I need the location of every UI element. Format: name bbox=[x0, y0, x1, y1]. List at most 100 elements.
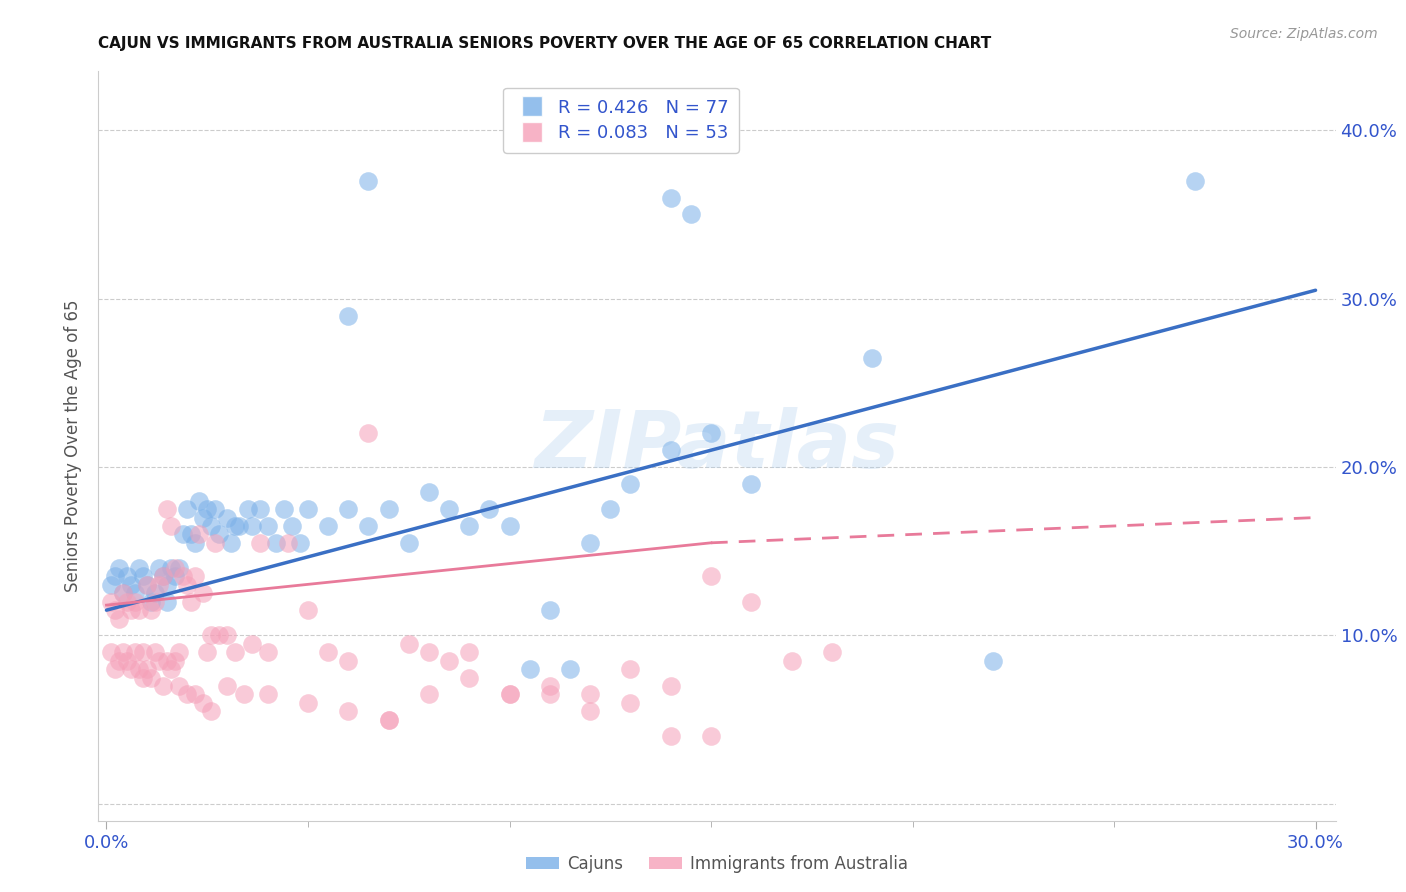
Point bbox=[200, 704, 222, 718]
Point bbox=[195, 502, 218, 516]
Point bbox=[337, 309, 360, 323]
Point bbox=[659, 443, 682, 458]
Point bbox=[156, 502, 179, 516]
Point bbox=[398, 536, 420, 550]
Point bbox=[236, 502, 259, 516]
Point bbox=[139, 603, 162, 617]
Point bbox=[120, 662, 142, 676]
Point bbox=[700, 569, 723, 583]
Point bbox=[437, 654, 460, 668]
Point bbox=[124, 586, 146, 600]
Point bbox=[200, 628, 222, 642]
Point bbox=[217, 679, 239, 693]
Point bbox=[111, 586, 134, 600]
Point bbox=[357, 426, 380, 441]
Point bbox=[184, 569, 207, 583]
Point bbox=[188, 493, 211, 508]
Point bbox=[316, 519, 339, 533]
Point bbox=[860, 351, 883, 365]
Point bbox=[519, 662, 541, 676]
Point bbox=[180, 595, 202, 609]
Point bbox=[128, 561, 150, 575]
Point bbox=[208, 527, 231, 541]
Point bbox=[458, 671, 481, 685]
Point bbox=[176, 687, 198, 701]
Point bbox=[256, 645, 278, 659]
Point bbox=[152, 569, 174, 583]
Text: Source: ZipAtlas.com: Source: ZipAtlas.com bbox=[1230, 27, 1378, 41]
Point bbox=[498, 687, 520, 701]
Point bbox=[115, 595, 138, 609]
Point bbox=[316, 645, 339, 659]
Point bbox=[135, 578, 157, 592]
Point bbox=[458, 519, 481, 533]
Point bbox=[679, 207, 702, 221]
Point bbox=[1184, 174, 1206, 188]
Point bbox=[240, 519, 263, 533]
Point bbox=[232, 687, 254, 701]
Point bbox=[659, 191, 682, 205]
Point bbox=[111, 645, 134, 659]
Point bbox=[124, 645, 146, 659]
Point bbox=[103, 603, 125, 617]
Point bbox=[167, 679, 190, 693]
Point bbox=[249, 536, 271, 550]
Point bbox=[659, 730, 682, 744]
Point bbox=[357, 174, 380, 188]
Point bbox=[172, 569, 194, 583]
Point bbox=[458, 645, 481, 659]
Point bbox=[132, 671, 155, 685]
Point bbox=[167, 645, 190, 659]
Point bbox=[418, 645, 440, 659]
Point bbox=[167, 561, 190, 575]
Point bbox=[115, 654, 138, 668]
Point bbox=[193, 510, 215, 524]
Point bbox=[418, 485, 440, 500]
Point bbox=[107, 611, 129, 625]
Point bbox=[228, 519, 250, 533]
Point bbox=[297, 502, 319, 516]
Point bbox=[139, 671, 162, 685]
Point bbox=[498, 687, 520, 701]
Point bbox=[659, 679, 682, 693]
Point bbox=[256, 519, 278, 533]
Point bbox=[377, 502, 399, 516]
Point bbox=[111, 586, 134, 600]
Point bbox=[204, 536, 226, 550]
Point bbox=[156, 654, 179, 668]
Point bbox=[579, 687, 602, 701]
Point bbox=[107, 654, 129, 668]
Point bbox=[172, 527, 194, 541]
Point bbox=[478, 502, 501, 516]
Point bbox=[277, 536, 299, 550]
Point bbox=[163, 654, 186, 668]
Point bbox=[143, 645, 166, 659]
Point bbox=[152, 679, 174, 693]
Point bbox=[538, 603, 561, 617]
Point bbox=[193, 696, 215, 710]
Point bbox=[100, 645, 122, 659]
Point bbox=[221, 536, 243, 550]
Point bbox=[281, 519, 304, 533]
Point bbox=[398, 637, 420, 651]
Point bbox=[249, 502, 271, 516]
Point bbox=[264, 536, 287, 550]
Point bbox=[103, 662, 125, 676]
Point bbox=[200, 519, 222, 533]
Point bbox=[184, 536, 207, 550]
Point bbox=[224, 645, 246, 659]
Point bbox=[100, 578, 122, 592]
Point bbox=[337, 704, 360, 718]
Point bbox=[156, 595, 179, 609]
Point bbox=[148, 561, 170, 575]
Point bbox=[208, 628, 231, 642]
Point bbox=[100, 595, 122, 609]
Point bbox=[120, 603, 142, 617]
Point bbox=[599, 502, 621, 516]
Point bbox=[135, 578, 157, 592]
Point bbox=[558, 662, 581, 676]
Legend: Cajuns, Immigrants from Australia: Cajuns, Immigrants from Australia bbox=[519, 848, 915, 880]
Point bbox=[780, 654, 803, 668]
Point bbox=[240, 637, 263, 651]
Point bbox=[619, 662, 641, 676]
